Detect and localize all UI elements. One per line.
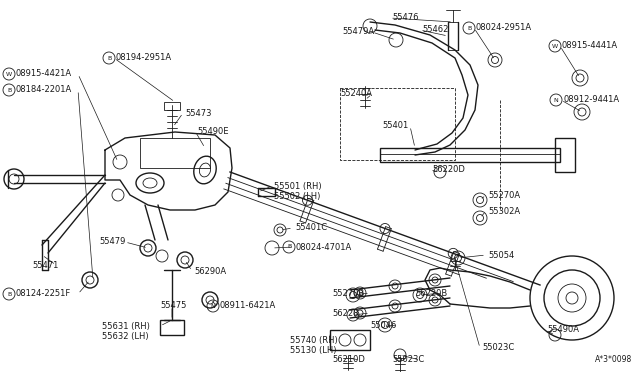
Text: 55302A: 55302A	[488, 206, 520, 215]
Bar	[380, 148, 560, 162]
Text: B: B	[7, 292, 11, 296]
Text: 55401C: 55401C	[295, 224, 327, 232]
Text: 55490E: 55490E	[197, 126, 228, 135]
Text: 08024-4701A: 08024-4701A	[296, 243, 352, 251]
Text: 55046: 55046	[370, 321, 396, 330]
Text: 55240A: 55240A	[340, 90, 372, 99]
Text: B: B	[287, 244, 291, 250]
Text: 55490A: 55490A	[547, 326, 579, 334]
Text: A*3*0098: A*3*0098	[595, 355, 632, 364]
Text: 56228: 56228	[332, 308, 358, 317]
Text: 55631 (RH): 55631 (RH)	[102, 321, 150, 330]
Text: 08915-4421A: 08915-4421A	[16, 70, 72, 78]
Text: 55502 (LH): 55502 (LH)	[274, 192, 321, 202]
Text: 55462: 55462	[422, 26, 449, 35]
Text: 55479: 55479	[99, 237, 125, 247]
Text: 56290A: 56290A	[194, 266, 226, 276]
Text: 55740 (RH): 55740 (RH)	[290, 336, 338, 344]
Text: 08915-4441A: 08915-4441A	[562, 42, 618, 51]
Text: 55130 (LH): 55130 (LH)	[290, 346, 337, 356]
Text: N: N	[554, 97, 558, 103]
Text: B: B	[107, 55, 111, 61]
Text: 08912-9441A: 08912-9441A	[563, 96, 619, 105]
Text: 55023C: 55023C	[482, 343, 515, 353]
Text: 08194-2951A: 08194-2951A	[116, 54, 172, 62]
Text: 56220D: 56220D	[432, 166, 465, 174]
Bar	[340, 88, 455, 160]
Text: 55473: 55473	[185, 109, 211, 118]
Text: 08184-2201A: 08184-2201A	[16, 86, 72, 94]
Text: 55270A: 55270A	[488, 190, 520, 199]
Text: 55270B: 55270B	[332, 289, 364, 298]
Text: 56210D: 56210D	[332, 356, 365, 365]
Bar	[555, 138, 575, 172]
Text: 55479A: 55479A	[342, 28, 374, 36]
Text: 55023C: 55023C	[392, 356, 424, 365]
Text: 55632 (LH): 55632 (LH)	[102, 333, 148, 341]
Text: B: B	[7, 87, 11, 93]
Text: 56220B: 56220B	[415, 289, 447, 298]
Text: 55054: 55054	[488, 250, 515, 260]
Text: 55471: 55471	[32, 260, 58, 269]
Bar	[164, 102, 180, 110]
Bar	[140, 138, 210, 168]
Text: 08911-6421A: 08911-6421A	[220, 301, 276, 311]
Bar	[160, 320, 184, 335]
Text: N: N	[211, 304, 216, 308]
Text: 55401: 55401	[382, 122, 408, 131]
Text: W: W	[6, 71, 12, 77]
Text: 55476: 55476	[392, 13, 419, 22]
Text: 08124-2251F: 08124-2251F	[16, 289, 71, 298]
Text: 55475: 55475	[160, 301, 186, 311]
Bar	[330, 330, 370, 350]
Text: B: B	[467, 26, 471, 31]
Text: 55501 (RH): 55501 (RH)	[274, 182, 322, 190]
Text: W: W	[552, 44, 558, 48]
Text: 08024-2951A: 08024-2951A	[476, 23, 532, 32]
